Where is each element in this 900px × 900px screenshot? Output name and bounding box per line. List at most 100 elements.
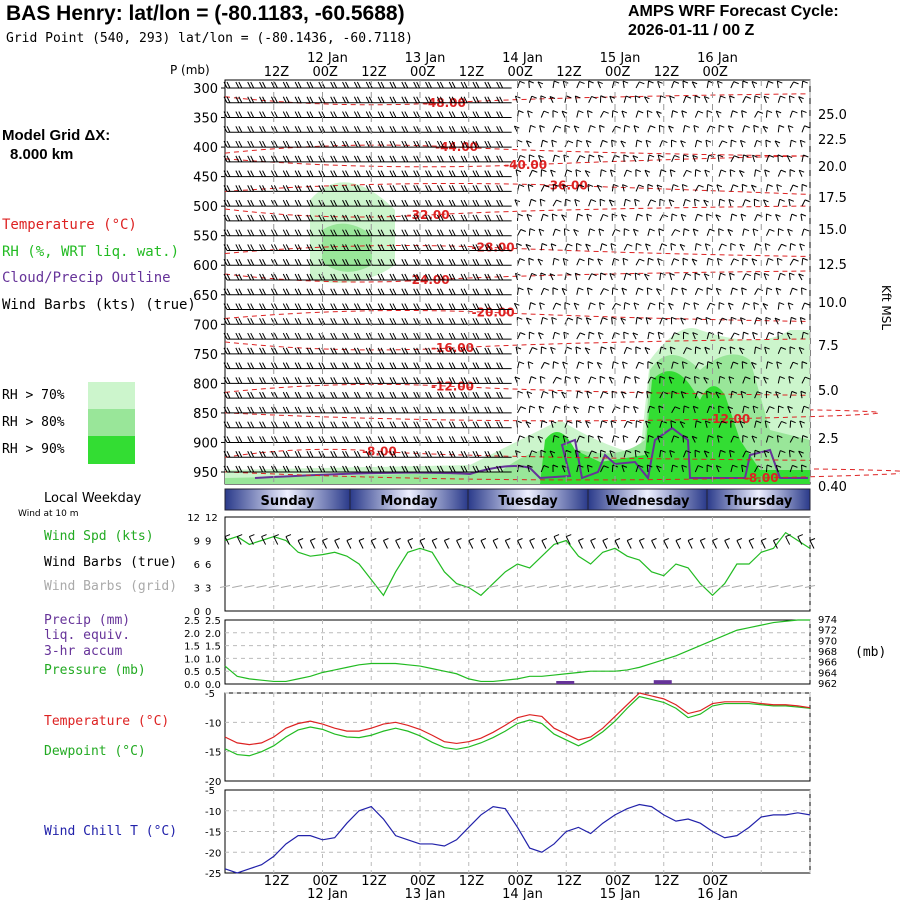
wind-barb (247, 259, 263, 266)
wind-barb (740, 213, 747, 222)
wind-barb (789, 361, 799, 369)
wind-barb (377, 465, 394, 473)
top-date-label: 15 Jan (600, 51, 641, 66)
wind-barb (294, 111, 311, 119)
wind-barb (436, 199, 453, 207)
wind-barb (270, 273, 287, 281)
wind-barb (764, 420, 771, 428)
wind-barb (717, 154, 724, 162)
precip-panel-ytick-label: 2.5 (205, 616, 221, 627)
top-hour-label: 12Z (361, 65, 387, 80)
wind-barb (330, 155, 346, 163)
wind-barb (330, 451, 346, 458)
wind-barb (789, 213, 798, 222)
wind-barb (658, 228, 664, 236)
wind-barb (608, 199, 615, 207)
wind-barb (588, 154, 595, 162)
wind-barb (282, 229, 299, 237)
wind-barb (377, 229, 394, 237)
grid-wind-barb (390, 585, 401, 588)
wind-barb (587, 361, 594, 369)
wind-barb (472, 406, 488, 414)
wind-barb (401, 259, 417, 266)
wind-panel-ytick-label: 3 (205, 584, 211, 595)
wind-barb (632, 228, 639, 236)
wind-barb (306, 362, 322, 370)
wind-barb (549, 273, 556, 281)
wind-barb (552, 183, 559, 192)
wind-barb (460, 318, 477, 325)
wind-barb (353, 391, 370, 399)
wind-barb (681, 184, 688, 192)
wind-barb (223, 229, 239, 237)
wind-barb (294, 421, 311, 429)
grid-wind-barb (268, 585, 279, 588)
wind-barb (472, 259, 488, 266)
wind-barb (801, 376, 811, 384)
wind-panel-ytick-label: 3 (194, 584, 200, 595)
wind-barb (270, 229, 287, 237)
wind-barb (460, 303, 477, 311)
wind-barb (389, 140, 405, 148)
wind-barb (765, 139, 772, 148)
wind-barb (647, 302, 656, 310)
wind-barb (401, 318, 417, 325)
wind-barb (330, 111, 346, 119)
wind-barb (342, 273, 358, 281)
wind-barb (389, 111, 405, 119)
wind-barb (682, 80, 689, 89)
wind-barb (643, 273, 650, 281)
wind-barb (620, 140, 626, 148)
wind-barb (330, 140, 346, 148)
wind-barb (496, 421, 512, 429)
wind-barb (668, 125, 674, 133)
wind-barb (643, 96, 650, 104)
wind-barb (597, 258, 603, 266)
wind-barb (635, 169, 641, 177)
wind-barb (692, 228, 699, 236)
wind-barb (342, 451, 358, 458)
surface-wind-barb (785, 534, 791, 545)
wind-barb (496, 318, 512, 325)
wind-barb (318, 362, 334, 370)
wind-barb (342, 288, 358, 296)
wind-barb (436, 318, 453, 325)
wind-barb (671, 361, 679, 369)
surface-wind-barb (297, 538, 304, 549)
wind-barb (318, 170, 334, 178)
wind-barb (564, 124, 571, 133)
grid-wind-barb (219, 585, 231, 588)
grid-wind-barb (780, 585, 791, 588)
wind-barb (330, 332, 346, 340)
wind-barb (599, 243, 608, 251)
wind-barb (703, 273, 710, 281)
wind-barb (294, 96, 311, 104)
wind-barb (681, 287, 687, 295)
wind-barbs-grid-label: Wind Barbs (grid) (44, 579, 178, 594)
wind-barb (765, 154, 775, 163)
wind-barb (599, 95, 606, 103)
wind-barb (657, 154, 664, 162)
wind-barb (448, 155, 465, 163)
wind-barb (623, 124, 631, 133)
wind-barb (306, 170, 322, 178)
wind-barb (798, 450, 804, 458)
wind-barb (694, 184, 704, 192)
wind-barb (282, 214, 299, 222)
wind-barb (801, 257, 808, 266)
wind-barb (353, 303, 370, 311)
wind-barb (683, 169, 692, 177)
wind-barb (525, 317, 532, 325)
wind-barb (448, 244, 465, 251)
wind-barb (425, 170, 441, 178)
wind-barb (537, 435, 544, 443)
wind-barb (694, 213, 703, 222)
top-date-label: 13 Jan (405, 51, 446, 66)
wind-barb (413, 288, 429, 296)
wind-barb (259, 465, 275, 473)
wind-barb (538, 228, 545, 236)
wind-barb (247, 199, 263, 207)
wind-barb (597, 331, 604, 340)
wind-barb (484, 377, 500, 384)
wind-barb (484, 140, 500, 148)
